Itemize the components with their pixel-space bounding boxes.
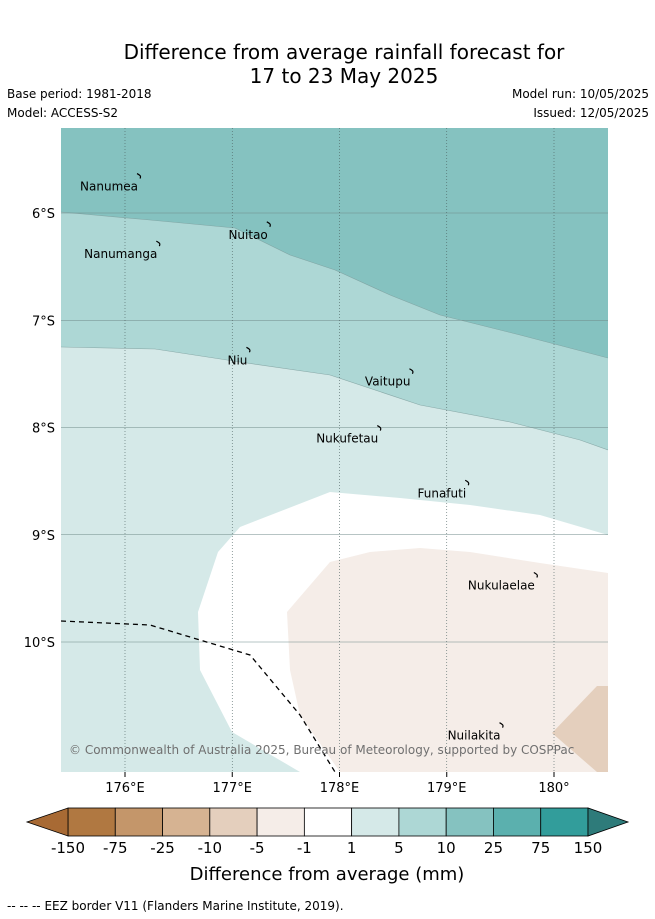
- model-run: Model run: 10/05/2025: [511, 87, 649, 101]
- base-period: Base period: 1981-2018: [7, 87, 152, 101]
- nanumea-island-shape: [136, 172, 142, 179]
- colorbar-segment: [162, 807, 211, 837]
- colorbar-tick-label: 75: [531, 839, 550, 857]
- colorbar-tick-label: 5: [394, 839, 404, 857]
- map-title: Difference from average rainfall forecas…: [0, 40, 655, 88]
- nuilakita-island-shape: [499, 722, 504, 728]
- eez-line-symbol: -- -- --: [7, 899, 41, 913]
- lat-tick-label: 10°S: [24, 636, 55, 651]
- colorbar-tick-label: -150: [51, 839, 85, 857]
- lat-tick-label: 8°S: [32, 422, 55, 437]
- colorbar-segment: [114, 807, 163, 837]
- colorbar-tick-label: -25: [150, 839, 175, 857]
- niu-label: Niu: [227, 353, 247, 367]
- issued-date: Issued: 12/05/2025: [533, 106, 649, 120]
- nanumea-label: Nanumea: [80, 180, 138, 194]
- island-markers: Nanumea Nuitao Nanumanga Niu Vaitupu Nukufeta…: [80, 172, 538, 743]
- colorbar-segment: [67, 807, 116, 837]
- axis-ticks: 6°S 7°S 8°S 9°S 10°S 176°E 177°E 178°E 179°E 180°: [24, 207, 570, 796]
- colorbar-tick-label: 1: [347, 839, 357, 857]
- model-name: Model: ACCESS-S2: [7, 106, 119, 120]
- nanumanga-label: Nanumanga: [84, 247, 157, 261]
- vaitupu-label: Vaitupu: [365, 375, 411, 389]
- colorbar-tick-label: 10: [437, 839, 456, 857]
- nukufetau-label: Nukufetau: [316, 432, 378, 446]
- nanumanga-island-shape: [156, 240, 161, 247]
- lat-tick-label: 9°S: [32, 529, 55, 544]
- title-line-2: 17 to 23 May 2025: [249, 64, 439, 88]
- colorbar-segment: [303, 807, 353, 837]
- colorbar-tick-label: -75: [103, 839, 128, 857]
- colorbar-segment: [445, 807, 494, 837]
- colorbar-over-arrow: [587, 807, 630, 837]
- colorbar-segment: [351, 807, 400, 837]
- colorbar-under-arrow: [25, 807, 69, 837]
- nukulaelae-island-shape: [533, 571, 538, 578]
- colorbar-segment: [209, 807, 258, 837]
- eez-note: EEZ border V11 (Flanders Marine Institut…: [44, 899, 344, 913]
- lat-tick-label: 6°S: [32, 207, 55, 222]
- nukulaelae-label: Nukulaelae: [468, 579, 535, 593]
- colorbar-segment: [398, 807, 447, 837]
- copyright-notice: © Commonwealth of Australia 2025, Bureau…: [69, 743, 574, 757]
- eez-border-line: [61, 620, 336, 772]
- lon-tick-label: 179°E: [427, 781, 467, 796]
- colorbar-tick-label: -5: [250, 839, 265, 857]
- nuitao-island-shape: [266, 221, 271, 228]
- contour-layer: Nanumea Nuitao Nanumanga Niu Vaitupu Nukufeta…: [61, 128, 608, 772]
- nuitao-label: Nuitao: [228, 228, 267, 242]
- funafuti-label: Funafuti: [418, 486, 467, 500]
- contour-band-minus-5-10: [552, 686, 608, 772]
- lon-tick-label: 180°: [538, 781, 569, 796]
- contour-band-minus-1-5: [287, 548, 608, 772]
- vaitupu-island-shape: [409, 368, 414, 374]
- nuilakita-label: Nuilakita: [448, 729, 501, 743]
- eez-footnote: -- -- -- EEZ border V11 (Flanders Marine…: [7, 899, 344, 913]
- colorbar-tick-label: 150: [574, 839, 603, 857]
- legend-title: Difference from average (mm): [190, 864, 465, 885]
- colorbar-tick-label: -10: [198, 839, 223, 857]
- lon-tick-label: 177°E: [212, 781, 252, 796]
- funafuti-island-shape: [464, 479, 470, 486]
- colorbar-tick-label: 25: [484, 839, 503, 857]
- lat-tick-label: 7°S: [32, 314, 55, 329]
- colorbar-segment: [256, 807, 305, 837]
- colorbar-legend: -150 -75 -25 -10 -5 -1 1 5 10 25 75 150: [25, 807, 630, 857]
- niu-island-shape: [246, 346, 251, 353]
- lon-tick-label: 176°E: [105, 781, 145, 796]
- lon-tick-label: 178°E: [320, 781, 360, 796]
- title-line-1: Difference from average rainfall forecas…: [123, 40, 565, 64]
- colorbar-tick-label: -1: [297, 839, 312, 857]
- graticule: [61, 128, 608, 772]
- colorbar-segment: [540, 807, 589, 837]
- colorbar-segment: [493, 807, 542, 837]
- nukufetau-island-shape: [376, 425, 382, 431]
